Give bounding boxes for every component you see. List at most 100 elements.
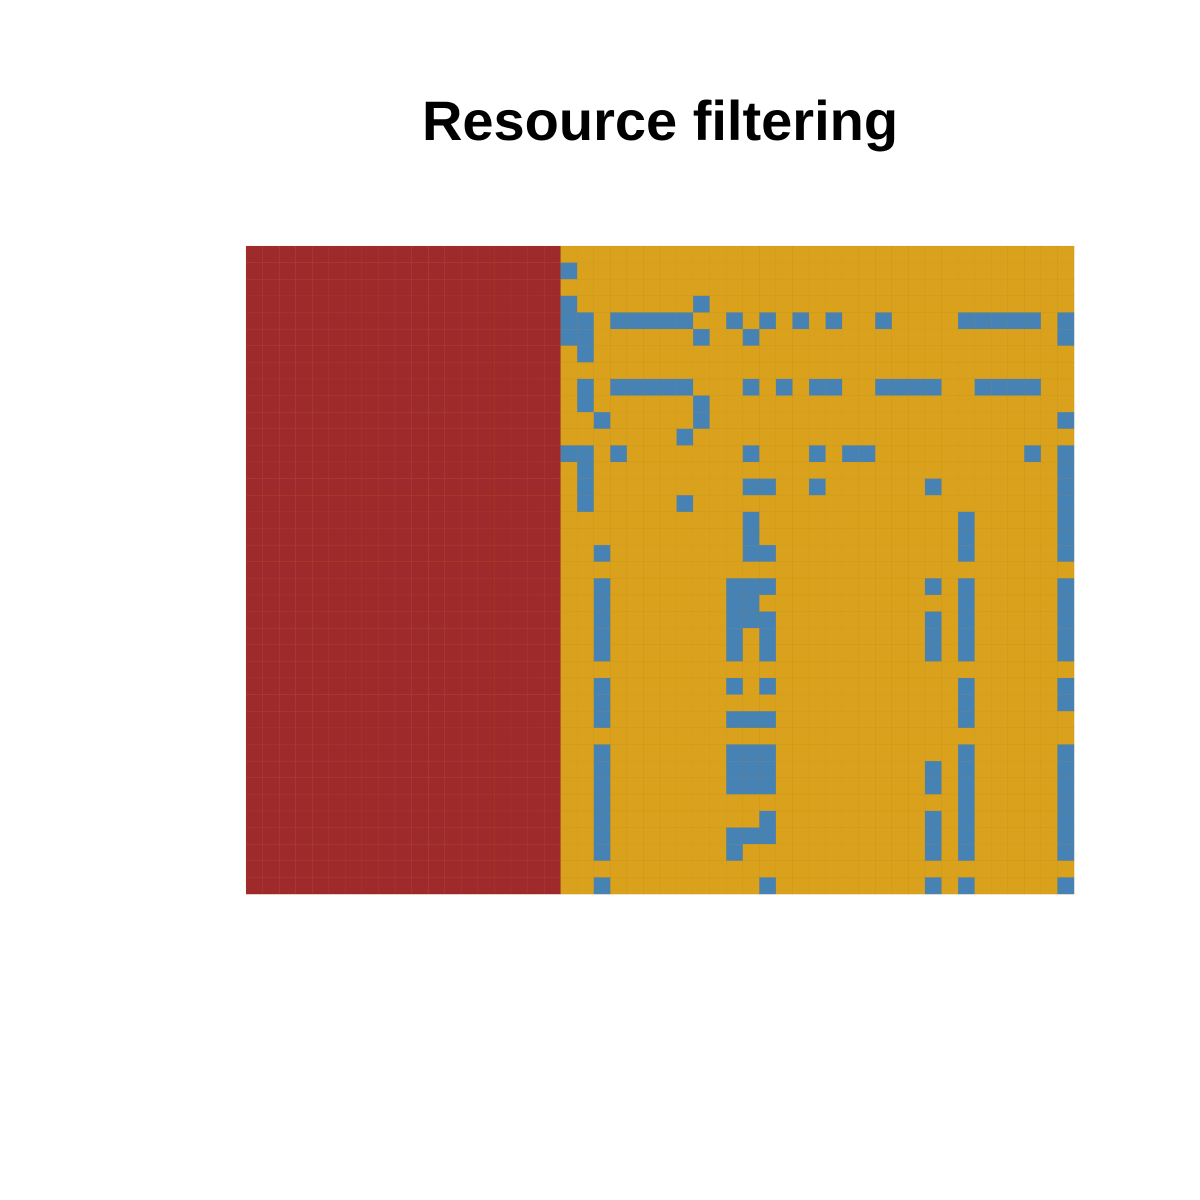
- heatmap-cell: [692, 760, 711, 779]
- heatmap-cell: [245, 744, 264, 762]
- heatmap-cell: [361, 727, 379, 745]
- heatmap-cell: [245, 544, 264, 563]
- heatmap-cell: [394, 777, 413, 795]
- heatmap-cell: [345, 461, 363, 480]
- heatmap-cell: [610, 544, 628, 563]
- heatmap-cell: [957, 727, 976, 745]
- heatmap-cell: [378, 411, 396, 430]
- heatmap-cell: [295, 494, 313, 513]
- heatmap-cell: [626, 710, 644, 729]
- heatmap-cell: [477, 312, 495, 330]
- heatmap-cell: [808, 677, 827, 696]
- heatmap-cell: [361, 445, 379, 463]
- heatmap-cell: [461, 428, 479, 446]
- heatmap-cell: [576, 777, 595, 795]
- heatmap-cell: [295, 378, 313, 396]
- heatmap-cell: [262, 478, 280, 496]
- heatmap-cell: [792, 528, 810, 546]
- heatmap-cell: [576, 694, 595, 712]
- heatmap-cell: [1024, 578, 1042, 596]
- heatmap-cell: [543, 428, 562, 446]
- heatmap-cell: [643, 295, 661, 313]
- heatmap-cell: [775, 578, 793, 596]
- heatmap-cell: [808, 544, 827, 563]
- heatmap-cell: [775, 378, 793, 396]
- heatmap-cell: [510, 760, 528, 779]
- heatmap-cell: [775, 295, 793, 313]
- heatmap-cell: [477, 578, 495, 596]
- heatmap-cell: [742, 245, 760, 264]
- heatmap-cell: [974, 461, 992, 480]
- heatmap-cell: [311, 278, 330, 297]
- heatmap-cell: [411, 428, 429, 446]
- heatmap-cell: [361, 860, 379, 878]
- heatmap-cell: [311, 644, 330, 662]
- heatmap-cell: [792, 594, 810, 612]
- heatmap-cell: [709, 312, 727, 330]
- heatmap-cell: [974, 677, 992, 696]
- heatmap-cell: [1024, 827, 1042, 845]
- heatmap-cell: [328, 445, 346, 463]
- heatmap-cell: [245, 627, 264, 646]
- heatmap-cell: [990, 727, 1009, 745]
- heatmap-cell: [560, 428, 578, 446]
- heatmap-cell: [245, 362, 264, 380]
- heatmap-cell: [1007, 760, 1025, 779]
- heatmap-cell: [990, 378, 1009, 396]
- heatmap-cell: [1057, 760, 1075, 779]
- heatmap-cell: [278, 860, 297, 878]
- heatmap-cell: [477, 860, 495, 878]
- heatmap-cell: [709, 661, 727, 679]
- heatmap-cell: [643, 345, 661, 363]
- heatmap-cell: [924, 810, 942, 828]
- heatmap-cell: [709, 843, 727, 862]
- heatmap-cell: [378, 644, 396, 662]
- heatmap-cell: [709, 877, 727, 895]
- heatmap-cell: [1007, 295, 1025, 313]
- heatmap-cell: [626, 810, 644, 828]
- heatmap-cell: [576, 378, 595, 396]
- heatmap-cell: [245, 328, 264, 347]
- heatmap-cell: [427, 445, 446, 463]
- heatmap-cell: [328, 843, 346, 862]
- heatmap-cell: [477, 428, 495, 446]
- heatmap-cell: [891, 810, 909, 828]
- heatmap-cell: [858, 245, 876, 264]
- heatmap-cell: [725, 611, 744, 629]
- heatmap-cell: [361, 312, 379, 330]
- heatmap-cell: [543, 727, 562, 745]
- heatmap-cell: [924, 362, 942, 380]
- heatmap-cell: [974, 744, 992, 762]
- heatmap-cell: [725, 511, 744, 529]
- heatmap-cell: [444, 445, 462, 463]
- heatmap-cell: [792, 544, 810, 563]
- heatmap-cell: [742, 561, 760, 579]
- heatmap-cell: [858, 278, 876, 297]
- heatmap-cell: [1057, 727, 1075, 745]
- heatmap-cell: [1024, 611, 1042, 629]
- heatmap-cell: [527, 511, 545, 529]
- heatmap-cell: [957, 395, 976, 413]
- heatmap-cell: [1007, 794, 1025, 812]
- heatmap-cell: [461, 860, 479, 878]
- heatmap-cell: [891, 544, 909, 563]
- heatmap-cell: [444, 744, 462, 762]
- heatmap-cell: [725, 561, 744, 579]
- heatmap-cell: [560, 794, 578, 812]
- heatmap-cell: [875, 594, 893, 612]
- heatmap-cell: [560, 411, 578, 430]
- heatmap-cell: [411, 594, 429, 612]
- heatmap-cell: [593, 744, 611, 762]
- heatmap-cell: [427, 760, 446, 779]
- heatmap-cell: [825, 328, 843, 347]
- heatmap-cell: [792, 794, 810, 812]
- heatmap-cell: [676, 578, 694, 596]
- heatmap-cell: [875, 694, 893, 712]
- heatmap-cell: [1024, 494, 1042, 513]
- heatmap-cell: [576, 727, 595, 745]
- heatmap-cell: [527, 827, 545, 845]
- heatmap-cell: [957, 328, 976, 347]
- heatmap-cell: [990, 561, 1009, 579]
- heatmap-cell: [792, 877, 810, 895]
- heatmap-cell: [278, 694, 297, 712]
